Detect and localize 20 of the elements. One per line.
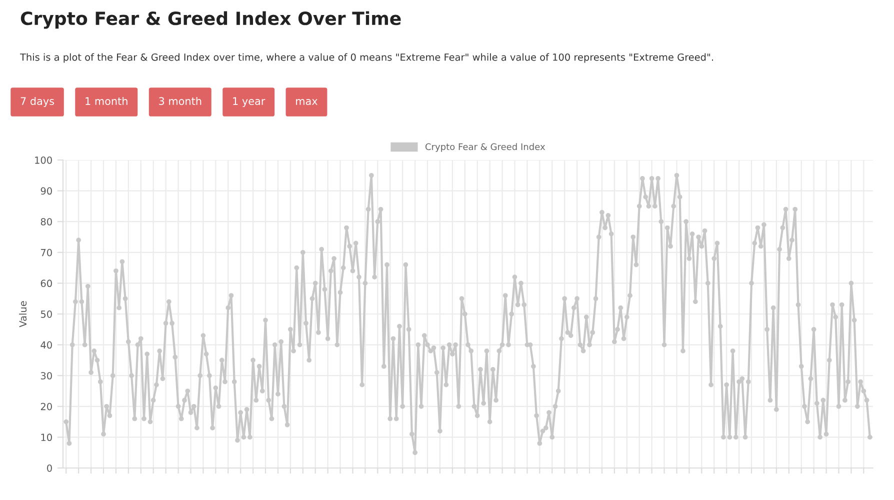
- y-tick-label: 90: [40, 187, 52, 195]
- y-axis-title: Value: [19, 301, 27, 328]
- y-tick-label: 100: [35, 156, 52, 164]
- text: max: [296, 99, 318, 106]
- y-tick-label: 20: [40, 402, 52, 410]
- text: 1 month: [86, 96, 128, 106]
- legend-label: Crypto Fear & Greed Index: [425, 143, 546, 152]
- y-tick-label: 40: [40, 341, 52, 349]
- text: 7 days: [20, 96, 54, 108]
- text: 3 month: [159, 96, 202, 106]
- y-tick-label: 70: [41, 248, 52, 256]
- y-tick-label: 30: [40, 372, 52, 380]
- y-tick-label: 80: [40, 218, 52, 226]
- chart-title: Crypto Fear & Greed Index Over Time: [20, 11, 401, 29]
- text: 1 year: [233, 97, 266, 108]
- y-tick-label: 60: [40, 280, 52, 288]
- y-tick-label: 0: [47, 464, 52, 472]
- y-tick-label: 10: [41, 434, 52, 442]
- y-tick-label: 50: [40, 310, 52, 318]
- chart-subtitle: This is a plot of the Fear & Greed Index over time, where a value of 0 means "Extreme Fear" while a value of 100 represents "Extreme Greed".: [20, 53, 713, 63]
